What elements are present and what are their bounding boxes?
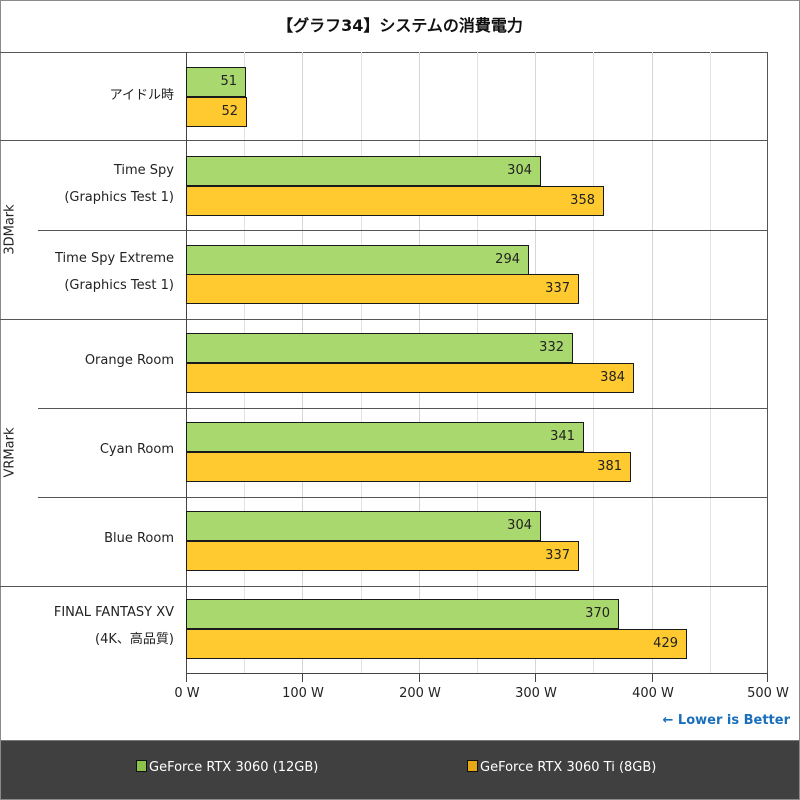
row-separator — [38, 408, 768, 409]
bar-value: 384 — [600, 370, 625, 385]
bar-value: 341 — [550, 429, 575, 444]
bar-value: 381 — [597, 459, 622, 474]
row-label-sub: (Graphics Test 1) — [64, 278, 174, 293]
chart-title: 【グラフ34】システムの消費電力 — [277, 16, 523, 35]
legend-item-rtx3060ti: GeForce RTX 3060 Ti (8GB) — [467, 760, 656, 775]
bar-rtx3060: 304 — [186, 511, 541, 541]
legend-swatch-yellow — [467, 760, 478, 772]
row-separator — [38, 230, 768, 231]
bar-value: 358 — [570, 193, 595, 208]
group-label-3dmark: 3DMark — [2, 204, 18, 255]
row-separator — [0, 319, 768, 320]
row-label: Cyan Room — [99, 442, 174, 457]
x-tick — [652, 673, 653, 682]
legend-label: GeForce RTX 3060 (12GB) — [149, 760, 319, 775]
bar-rtx3060: 51 — [186, 67, 246, 97]
plot-area — [0, 52, 768, 674]
legend: GeForce RTX 3060 (12GB) GeForce RTX 3060… — [1, 740, 799, 799]
x-tick — [535, 673, 536, 682]
x-tick-label: 100 W — [282, 686, 324, 701]
row-label-sub: (4K、高品質) — [95, 632, 174, 647]
bar-rtx3060: 294 — [186, 245, 529, 275]
bar-rtx3060: 370 — [186, 599, 619, 629]
x-tick-label: 0 W — [174, 686, 200, 701]
legend-label: GeForce RTX 3060 Ti (8GB) — [480, 760, 657, 775]
row-label: Time Spy — [113, 163, 174, 178]
row-label: Time Spy Extreme — [55, 251, 174, 266]
row-label: Blue Room — [104, 531, 174, 546]
legend-item-rtx3060: GeForce RTX 3060 (12GB) — [136, 760, 318, 775]
bar-value: 337 — [545, 281, 570, 296]
bar-value: 294 — [495, 252, 520, 267]
gridline — [652, 52, 653, 674]
bar-value: 429 — [653, 636, 678, 651]
bar-rtx3060ti: 429 — [186, 629, 687, 659]
row-separator — [0, 586, 768, 587]
x-axis — [186, 673, 768, 674]
row-label: FINAL FANTASY XV — [53, 605, 174, 620]
row-label: Orange Room — [84, 353, 174, 368]
bar-rtx3060ti: 381 — [186, 452, 631, 482]
bar-rtx3060ti: 337 — [186, 274, 579, 304]
lower-is-better-note: ← Lower is Better — [662, 713, 791, 728]
gridline — [710, 52, 711, 674]
bar-rtx3060ti: 52 — [186, 97, 247, 127]
bar-value: 332 — [539, 340, 564, 355]
bar-value: 51 — [220, 74, 237, 89]
row-separator — [0, 140, 768, 141]
x-tick — [302, 673, 303, 682]
x-tick — [767, 673, 768, 682]
x-tick — [419, 673, 420, 682]
bar-value: 52 — [221, 104, 238, 119]
group-label-vrmark: VRMark — [2, 427, 18, 478]
bar-value: 304 — [507, 163, 532, 178]
bar-value: 370 — [585, 606, 610, 621]
bar-rtx3060ti: 358 — [186, 186, 604, 216]
x-tick-label: 500 W — [747, 686, 789, 701]
row-separator — [38, 497, 768, 498]
x-tick-label: 400 W — [632, 686, 674, 701]
bar-rtx3060ti: 337 — [186, 541, 579, 571]
bar-value: 304 — [507, 518, 532, 533]
bar-value: 337 — [545, 548, 570, 563]
row-label-sub: (Graphics Test 1) — [64, 190, 174, 205]
bar-rtx3060: 341 — [186, 422, 584, 452]
bar-rtx3060: 332 — [186, 333, 573, 363]
bar-rtx3060ti: 384 — [186, 363, 634, 393]
legend-swatch-green — [136, 760, 147, 772]
x-tick-label: 300 W — [515, 686, 557, 701]
x-tick — [186, 673, 187, 682]
row-label: アイドル時 — [109, 88, 174, 103]
x-tick-label: 200 W — [399, 686, 441, 701]
bar-rtx3060: 304 — [186, 156, 541, 186]
